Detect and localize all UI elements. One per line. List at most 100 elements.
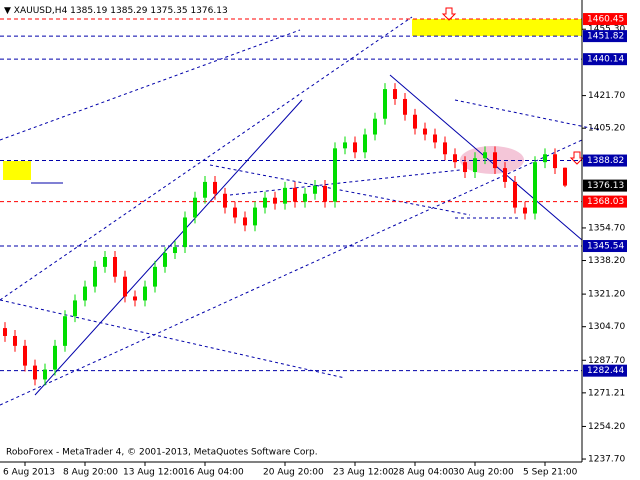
y-tick-label: 1304.70 xyxy=(588,322,625,332)
level-label-box xyxy=(583,53,627,66)
candle-body xyxy=(333,148,337,202)
candle-body xyxy=(173,247,177,254)
candle-body xyxy=(543,154,547,163)
candle-body xyxy=(353,142,357,153)
y-tick-label: 1287.70 xyxy=(588,356,625,366)
level-label: 1388.82 xyxy=(587,156,624,166)
level-label-box xyxy=(583,364,627,377)
x-tick-label: 13 Aug 12:00 xyxy=(123,468,184,478)
candle-body xyxy=(283,187,287,204)
trend-line xyxy=(209,164,471,216)
candle-body xyxy=(203,181,207,198)
y-tick-label: 1271.21 xyxy=(588,388,625,398)
trend-line xyxy=(229,169,461,196)
candle-body xyxy=(83,286,87,301)
candle-body xyxy=(233,207,237,218)
y-tick-label: 1354.70 xyxy=(588,223,625,233)
candle-body xyxy=(163,253,167,267)
candle-body xyxy=(153,266,157,287)
candle-body xyxy=(363,134,367,153)
candle-body xyxy=(403,98,407,115)
candle-body xyxy=(373,118,377,135)
candle-body xyxy=(293,187,297,202)
candle-body xyxy=(213,181,217,194)
price-label: 1376.13 xyxy=(587,181,624,191)
candle-body xyxy=(533,162,537,214)
candle-body xyxy=(263,197,267,208)
candle-body xyxy=(423,128,427,135)
level-label-box xyxy=(583,240,627,253)
last-low: 1375.35 xyxy=(150,6,187,16)
header: ▼ XAUUSD,H4 1385.19 1385.29 1375.35 1376… xyxy=(4,6,228,16)
candle-body xyxy=(143,286,147,301)
candle-body xyxy=(443,142,447,155)
candle-body xyxy=(273,197,277,204)
footer: RoboForex - MetaTrader 4, © 2001-2013, M… xyxy=(6,448,318,458)
level-label: 1368.03 xyxy=(587,197,624,207)
y-tick-label: 1405.20 xyxy=(588,124,625,134)
level-label-box xyxy=(583,195,627,208)
candle-body xyxy=(33,365,37,380)
arrow-icon xyxy=(441,7,457,21)
candle-body xyxy=(453,154,457,163)
y-tick-label: 1421.70 xyxy=(588,91,625,101)
trend-line xyxy=(454,99,601,131)
candle-body xyxy=(463,162,467,173)
level-label: 1451.82 xyxy=(587,32,624,42)
candle-body xyxy=(303,193,307,202)
candle-body xyxy=(253,207,257,226)
y-tick-label: 1321.20 xyxy=(588,290,625,300)
x-tick-label: 30 Aug 20:00 xyxy=(453,468,514,478)
level-label: 1282.44 xyxy=(587,366,624,376)
level-label: 1345.54 xyxy=(587,242,624,252)
wave-line xyxy=(34,99,303,396)
candle-body xyxy=(313,185,317,194)
candle-body xyxy=(23,345,27,366)
x-tick-label: 5 Sep 21:00 xyxy=(523,468,578,478)
price-label-box xyxy=(583,179,627,192)
candle-body xyxy=(493,152,497,169)
trend-line xyxy=(0,139,583,406)
candle-body xyxy=(3,328,7,336)
level-label: 1440.14 xyxy=(587,55,624,65)
last-open: 1385.19 xyxy=(70,6,107,16)
candle-body xyxy=(223,193,227,208)
trend-line xyxy=(0,299,346,379)
candle-body xyxy=(193,197,197,218)
candle-body xyxy=(123,276,127,297)
candle-body xyxy=(553,154,557,169)
last-close: 1376.13 xyxy=(190,6,227,16)
candle-body xyxy=(483,152,487,159)
x-tick-label: 23 Aug 12:00 xyxy=(333,468,394,478)
x-tick-label: 8 Aug 20:00 xyxy=(63,468,118,478)
candle-body xyxy=(93,266,97,287)
candle-body xyxy=(113,256,117,277)
candle-body xyxy=(383,89,387,119)
x-tick-label: 28 Aug 04:00 xyxy=(393,468,454,478)
level-label-box xyxy=(583,154,627,167)
highlight xyxy=(460,146,524,174)
candle-body xyxy=(13,335,17,346)
candle-body xyxy=(323,185,327,202)
candle-body xyxy=(563,167,567,186)
candle-body xyxy=(243,217,247,226)
y-tick-label: 1237.70 xyxy=(588,455,625,465)
y-tick-label: 1338.20 xyxy=(588,256,625,266)
last-high: 1385.29 xyxy=(110,6,147,16)
y-tick-label: 1455.30 xyxy=(588,25,625,35)
candle-body xyxy=(413,114,417,129)
x-tick-label: 16 Aug 04:00 xyxy=(183,468,244,478)
candle-body xyxy=(343,142,347,149)
x-tick-label: 6 Aug 2013 xyxy=(3,468,55,478)
candle-body xyxy=(103,256,107,267)
symbol: XAUUSD,H4 xyxy=(14,6,68,16)
candle-body xyxy=(523,207,527,214)
y-tick-label: 1254.20 xyxy=(588,422,625,432)
trend-line xyxy=(0,16,413,301)
candle-body xyxy=(513,181,517,208)
candle-body xyxy=(133,296,137,301)
plot xyxy=(0,18,582,386)
candle-body xyxy=(73,300,77,317)
